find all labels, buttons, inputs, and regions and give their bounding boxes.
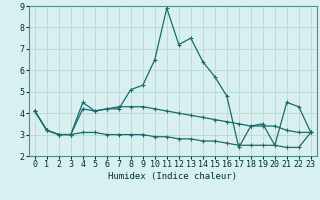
X-axis label: Humidex (Indice chaleur): Humidex (Indice chaleur) xyxy=(108,172,237,181)
